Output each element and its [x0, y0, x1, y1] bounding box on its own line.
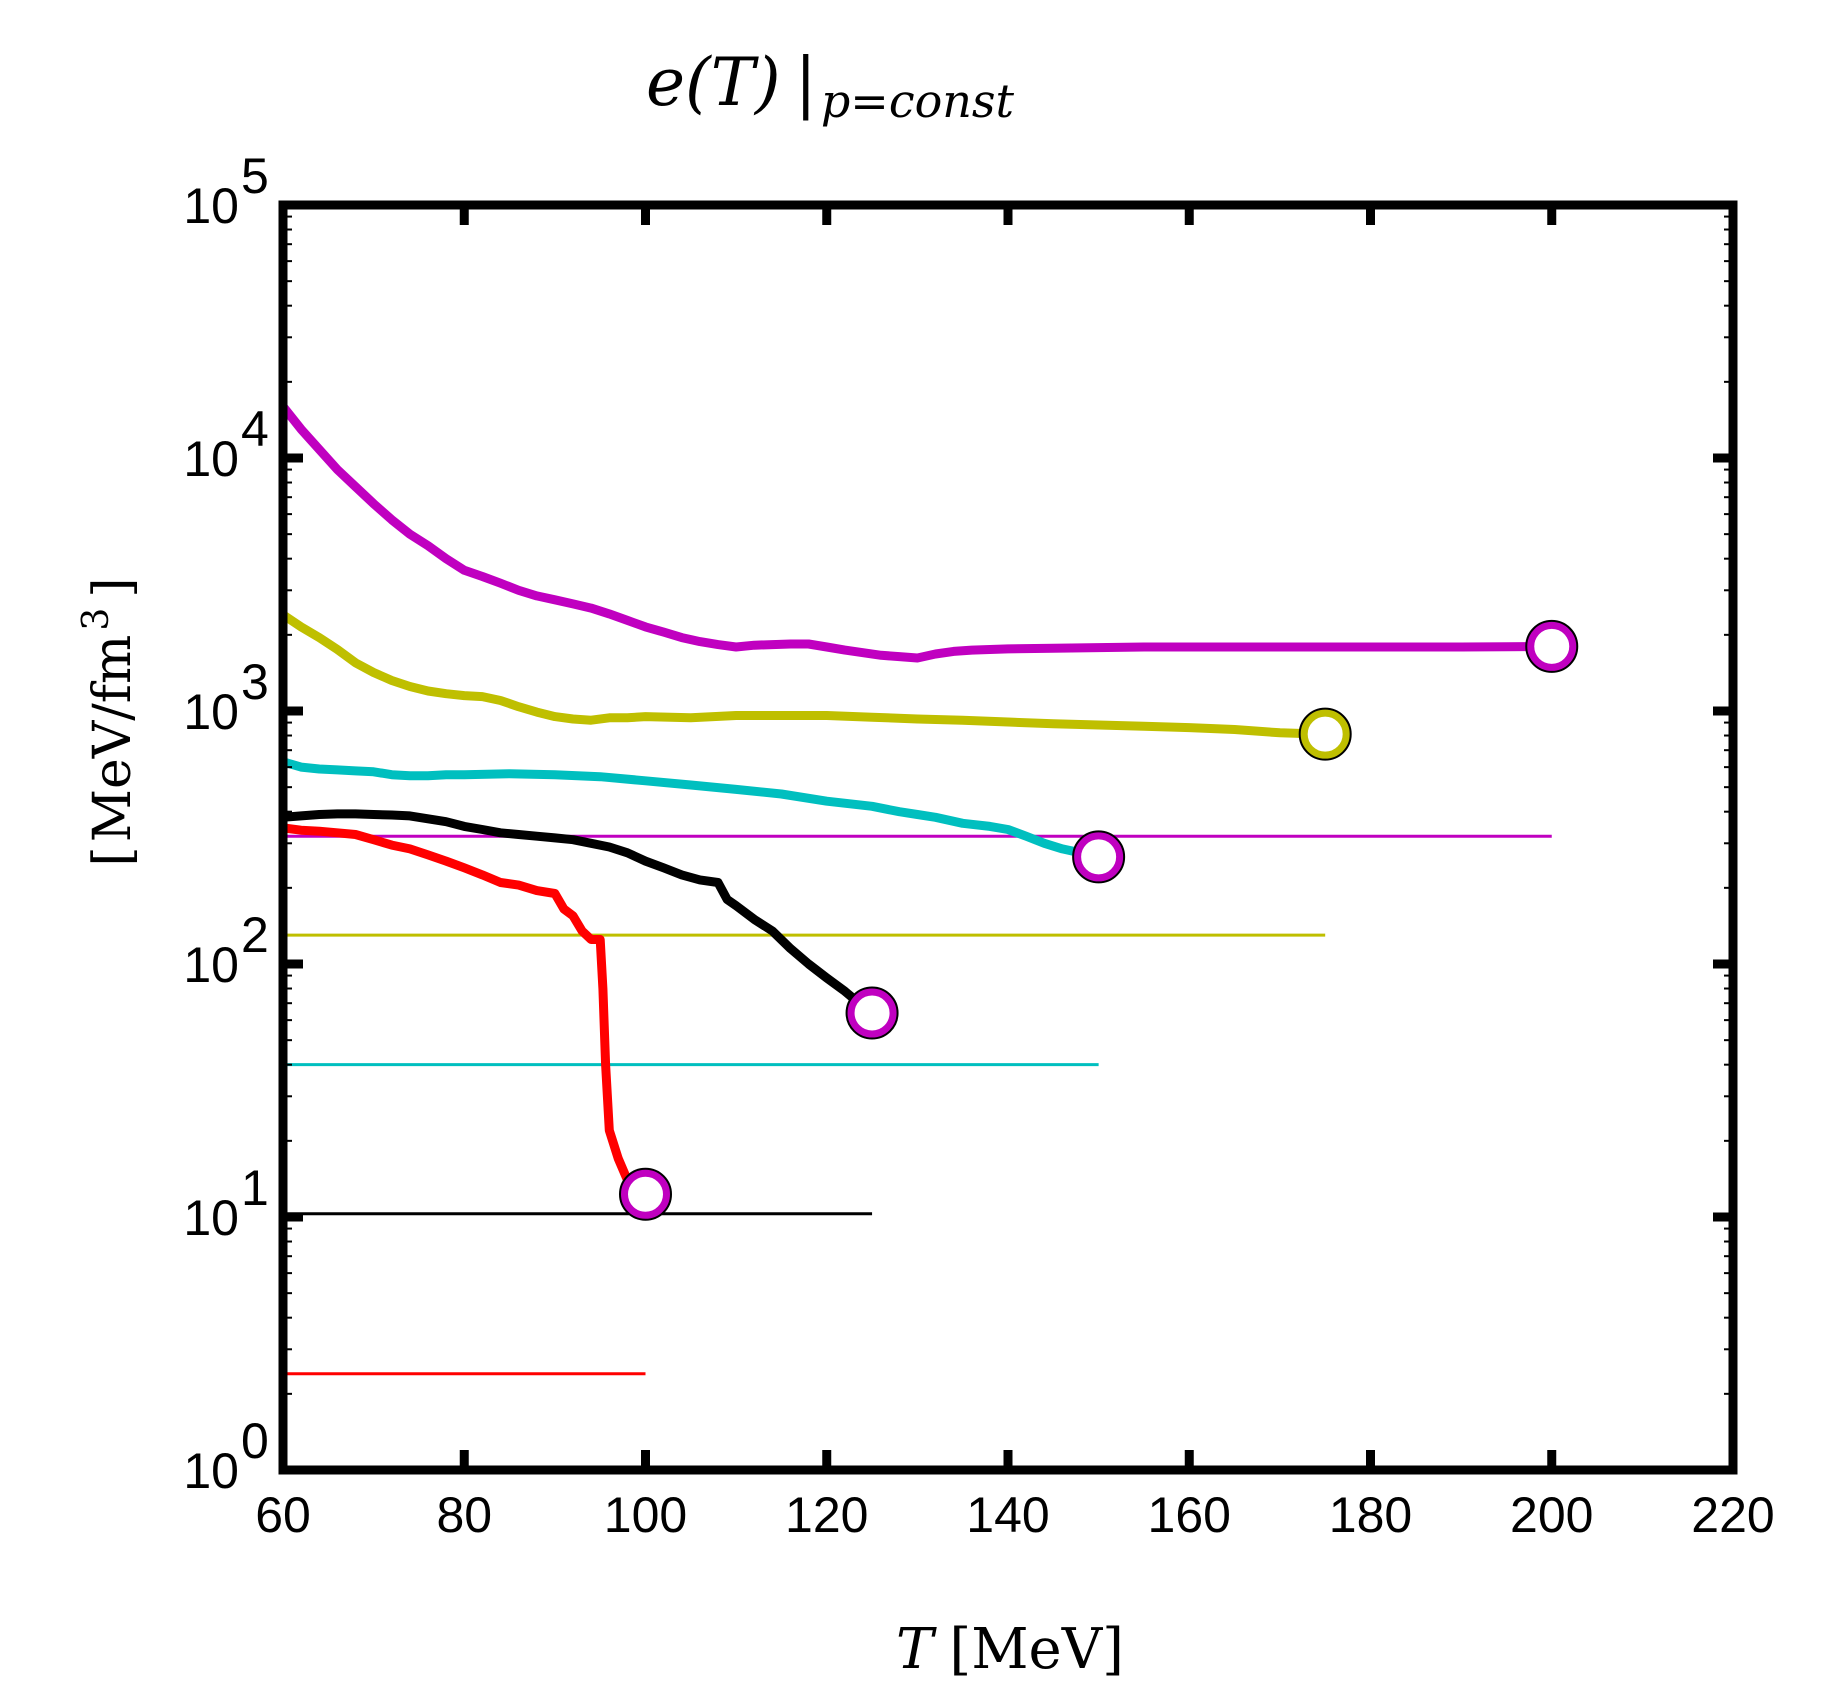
y-tick-label-5: 10 [183, 178, 239, 234]
series-layer [278, 401, 1557, 1199]
title-main: e(T) [646, 44, 781, 121]
endpoint-marker-4 [621, 1169, 670, 1219]
x-tick-label-7: 200 [1510, 1487, 1593, 1543]
markers-layer [619, 619, 1579, 1221]
y-tick-exp-4: 4 [241, 401, 269, 457]
y-tick-base-4: 10 [183, 431, 239, 487]
series-line-2 [278, 757, 1104, 862]
xlabel-unit: [MeV] [949, 1617, 1124, 1682]
ylabel-unit: MeV/fm [83, 635, 143, 843]
baselines-layer [283, 834, 1552, 1376]
y-tick-label-4: 10 [183, 431, 239, 487]
x-tick-label-5: 160 [1148, 1487, 1231, 1543]
ylabel-open-bracket: [ [83, 846, 143, 866]
x-tick-label-8: 220 [1691, 1487, 1774, 1543]
x-tick-label-2: 100 [604, 1487, 687, 1543]
x-tick-label-3: 120 [785, 1487, 868, 1543]
y-tick-exp-1: 1 [241, 1160, 269, 1216]
title-subscript: p=const [821, 74, 1015, 128]
y-axis-label: [ MeV/fm 3 ] [76, 577, 143, 866]
series-line-0 [278, 401, 1557, 663]
y-tick-base-0: 10 [183, 1443, 239, 1499]
y-tick-label-1: 10 [183, 1190, 239, 1246]
tick-labels-layer: 60 80 100 120 140 160 180 200 220100101102103104… [183, 148, 1774, 1543]
x-tick-label-4: 140 [966, 1487, 1049, 1543]
y-tick-base-1: 10 [183, 1190, 239, 1246]
endpoint-marker-2 [1074, 832, 1124, 882]
x-tick-label-0: 60 [255, 1487, 311, 1543]
endpoint-marker-0 [1527, 621, 1577, 671]
x-tick-label-6: 180 [1329, 1487, 1412, 1543]
y-tick-label-3: 10 [183, 684, 239, 740]
series-line-1 [278, 610, 1330, 739]
y-tick-label-2: 10 [183, 937, 239, 993]
y-tick-exp-0: 0 [241, 1413, 269, 1469]
y-tick-exp-3: 3 [241, 654, 269, 710]
x-tick-label-1: 80 [436, 1487, 492, 1543]
title-bar: | [795, 44, 817, 121]
ylabel-power: 3 [76, 608, 117, 631]
endpoint-marker-3 [847, 988, 897, 1038]
endpoint-marker-1 [1300, 709, 1350, 759]
y-tick-base-3: 10 [183, 684, 239, 740]
y-tick-label-0: 10 [183, 1443, 239, 1499]
ylabel-close-bracket: ] [83, 577, 143, 597]
y-tick-base-5: 10 [183, 178, 239, 234]
y-tick-exp-5: 5 [241, 148, 269, 204]
x-axis-label: T [MeV] [896, 1617, 1124, 1682]
plot-frame [278, 200, 1738, 1475]
series-line-3 [278, 809, 877, 1018]
y-tick-exp-2: 2 [241, 907, 269, 963]
y-tick-base-2: 10 [183, 937, 239, 993]
xlabel-var: T [896, 1617, 937, 1682]
series-line-4 [278, 823, 650, 1199]
chart-title: e(T) | p=const [646, 44, 1015, 128]
